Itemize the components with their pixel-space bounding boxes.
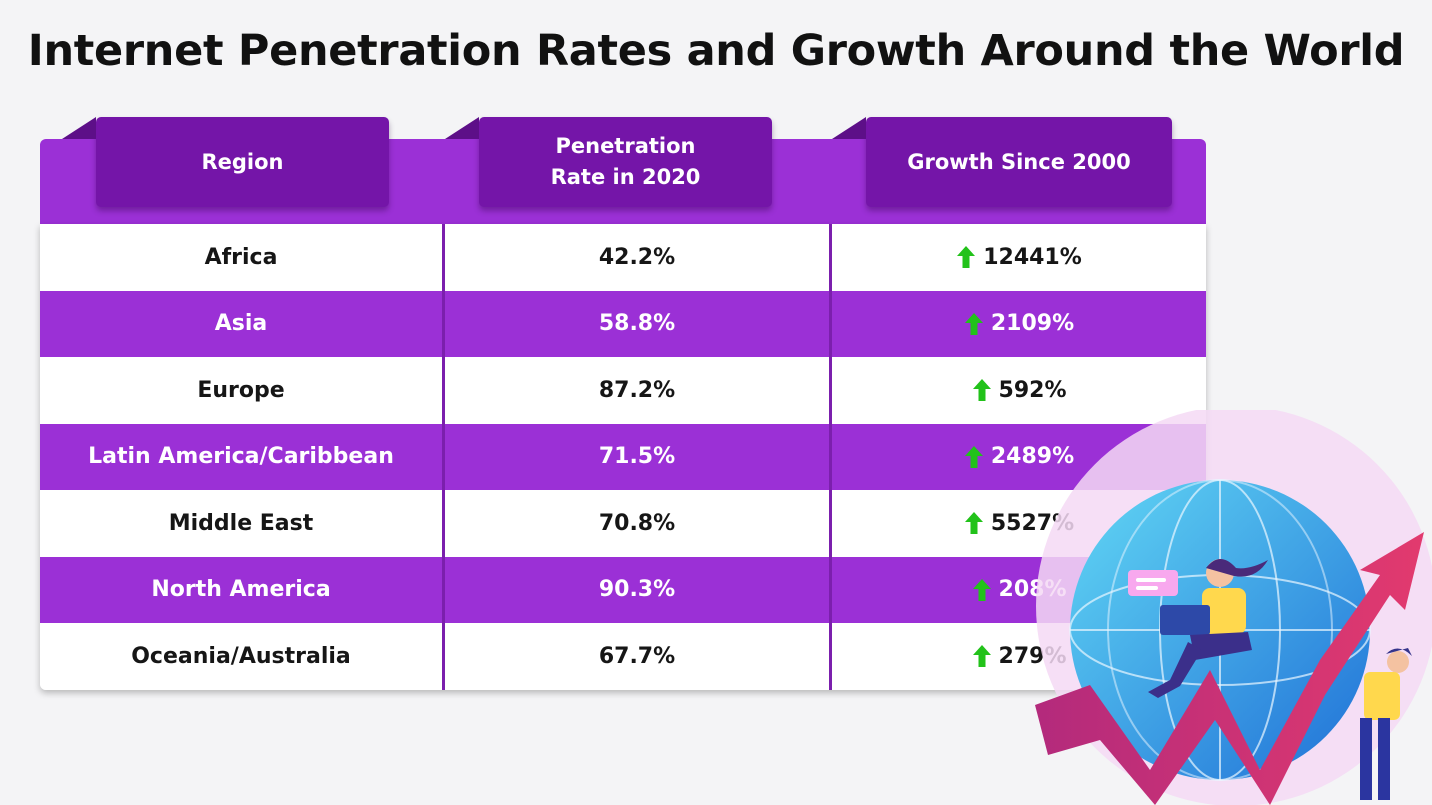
region-cell: Europe xyxy=(197,377,285,403)
rate-cell: 58.8% xyxy=(442,290,829,357)
header-growth: Growth Since 2000 xyxy=(832,117,1172,207)
table-row: Asia 58.8% 2109% xyxy=(40,290,1206,357)
region-cell: Asia xyxy=(214,311,268,337)
rate-cell: 70.8% xyxy=(442,490,829,557)
header-penetration-rate: Penetration Rate in 2020 xyxy=(445,117,772,207)
rate-cell: 71.5% xyxy=(442,423,829,490)
table-row: Europe 87.2% 592% xyxy=(40,357,1206,424)
growth-cell: 2109% xyxy=(829,290,1206,357)
rate-cell: 42.2% xyxy=(442,224,829,291)
table-row: Africa 42.2% 12441% xyxy=(40,224,1206,291)
page-title: Internet Penetration Rates and Growth Ar… xyxy=(27,26,1405,76)
table-row: North America 90.3% 208% xyxy=(40,556,1206,623)
growth-value: 2489% xyxy=(990,444,1075,470)
growth-value: 12441% xyxy=(983,244,1082,270)
up-arrow-icon xyxy=(957,246,976,269)
region-cell: Middle East xyxy=(168,510,314,536)
table-row: Oceania/Australia 67.7% 279% xyxy=(40,623,1206,690)
up-arrow-icon xyxy=(972,578,991,601)
rate-cell: 67.7% xyxy=(442,623,829,690)
region-cell: North America xyxy=(151,577,331,603)
header-region: Region xyxy=(62,117,389,207)
up-arrow-icon xyxy=(964,312,983,335)
up-arrow-icon xyxy=(972,379,991,402)
globe-growth-illustration xyxy=(1035,410,1432,805)
penetration-table: Region Penetration Rate in 2020 Growth S… xyxy=(40,117,1206,690)
up-arrow-icon xyxy=(964,512,983,535)
up-arrow-icon xyxy=(972,645,991,668)
up-arrow-icon xyxy=(964,445,983,468)
growth-value: 592% xyxy=(998,377,1067,403)
region-cell: Africa xyxy=(204,244,278,270)
rate-cell: 87.2% xyxy=(442,357,829,424)
growth-cell: 592% xyxy=(829,357,1206,424)
growth-cell: 12441% xyxy=(829,224,1206,291)
table-row: Middle East 70.8% 5527% xyxy=(40,490,1206,557)
growth-cell: 2489% xyxy=(829,423,1206,490)
region-cell: Oceania/Australia xyxy=(131,643,351,669)
table-row: Latin America/Caribbean 71.5% 2489% xyxy=(40,423,1206,490)
region-cell: Latin America/Caribbean xyxy=(88,444,394,470)
table-body: Africa 42.2% 12441% Asia 58.8% 2109% Eur… xyxy=(40,224,1206,690)
rate-cell: 90.3% xyxy=(442,556,829,623)
growth-value: 2109% xyxy=(990,311,1075,337)
